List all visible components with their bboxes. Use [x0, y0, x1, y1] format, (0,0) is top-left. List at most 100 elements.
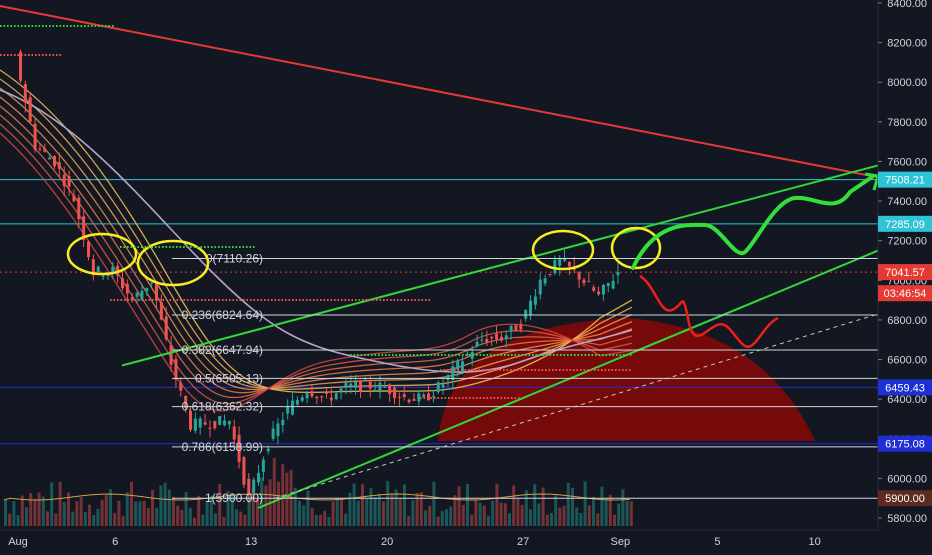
volume-bar: [314, 515, 318, 526]
candle-body: [48, 157, 52, 160]
price-tick-label: 6400.00: [887, 394, 927, 406]
fibonacci-retracement[interactable]: 0(7110.26) 0.236(6824.64) 0.382(6647.94) 0.…: [172, 251, 878, 505]
trendlines[interactable]: [0, 4, 879, 510]
candle-body: [490, 336, 494, 339]
candle-body: [533, 296, 537, 305]
volume-bar: [335, 497, 339, 526]
volume-bar: [583, 481, 587, 526]
dashed-support-line: [274, 313, 879, 499]
volume-bar: [382, 501, 385, 526]
candle-body: [456, 360, 460, 370]
price-label-box: [878, 435, 932, 452]
candle-body: [286, 406, 290, 414]
volume-bar: [579, 512, 583, 526]
fib-level-label: 0.236(6824.64): [182, 308, 263, 322]
ribbon-line: [0, 105, 633, 394]
volume-bar: [298, 500, 301, 526]
price-tick-label: 8400.00: [887, 0, 927, 10]
volume-bar: [176, 505, 180, 526]
volume-bar: [323, 510, 327, 526]
candle-body: [266, 448, 270, 452]
volume-bar: [352, 483, 356, 526]
bullish-projection-path: [631, 175, 874, 270]
volume-bar: [499, 502, 503, 526]
volume-bar: [209, 495, 213, 526]
candle-body: [402, 394, 406, 397]
candle-body: [582, 279, 586, 284]
candle-body: [373, 389, 377, 391]
time-tick-label: Sep: [611, 536, 631, 548]
candle-body: [247, 478, 251, 496]
volume-bar: [365, 499, 369, 526]
volume-bar: [92, 514, 96, 526]
candle-body: [597, 291, 601, 295]
candle-body: [397, 396, 401, 398]
candle-body: [179, 382, 183, 391]
volume-bar: [470, 514, 474, 526]
candlesticks: [19, 49, 620, 503]
candle-body: [257, 472, 261, 483]
time-axis[interactable]: [0, 530, 878, 550]
candle-body: [315, 396, 319, 399]
candle-body: [208, 427, 212, 429]
candle-body: [87, 241, 91, 258]
candle-body: [193, 418, 197, 431]
volume-bar: [222, 517, 226, 526]
volume-bar: [130, 481, 133, 526]
volume-bar: [54, 513, 58, 526]
volume-bar: [625, 500, 629, 526]
candle-body: [567, 261, 571, 267]
volume-bar: [453, 495, 457, 526]
volume-bar: [482, 505, 486, 526]
volume-bar: [151, 489, 154, 526]
time-tick-label: 6: [112, 536, 118, 548]
price-label-text: 7508.21: [885, 175, 925, 187]
time-tick-label: 10: [809, 536, 821, 548]
candle-body: [427, 393, 431, 401]
lower-channel-line: [257, 249, 879, 510]
volume-bar: [146, 507, 150, 526]
candle-body: [606, 282, 610, 287]
candle-body: [28, 97, 32, 122]
fib-level-label: 0(7110.26): [206, 251, 263, 265]
price-tick-label: 8000.00: [887, 77, 927, 89]
candle-body: [470, 352, 474, 359]
price-label-box: [878, 379, 932, 396]
candle-body: [475, 341, 479, 347]
volume-bar: [487, 515, 490, 526]
parabolic-arc: [438, 318, 815, 441]
volume-bar: [293, 487, 297, 526]
volume-bar: [432, 481, 436, 526]
candle-body: [436, 382, 440, 393]
price-label-box: [878, 264, 932, 281]
candle-body: [77, 197, 81, 219]
volume-bar: [125, 492, 129, 526]
candle-body: [276, 423, 280, 437]
candle-body: [325, 392, 329, 394]
volume-bar: [41, 496, 45, 526]
candle-body: [189, 410, 193, 430]
volume-bars: [3, 457, 633, 526]
highlight-circle: [136, 239, 210, 287]
candle-body: [82, 216, 86, 240]
candle-body: [57, 162, 61, 169]
candle-body: [23, 84, 27, 103]
candle-body: [237, 434, 241, 462]
candle-body: [305, 393, 309, 399]
candle-body: [291, 400, 295, 415]
volume-average-line: [3, 493, 631, 501]
volume-bar: [545, 514, 549, 526]
volume-bar: [251, 485, 255, 526]
volume-bar: [621, 489, 625, 526]
volume-bar: [117, 500, 121, 526]
volume-bar: [218, 483, 222, 526]
volume-bar: [331, 501, 335, 526]
price-label-text: 03:46:54: [884, 288, 927, 300]
volume-bar: [554, 495, 558, 526]
price-tick-label: 7400.00: [887, 196, 927, 208]
volume-bar: [558, 507, 562, 526]
upper-channel-line: [121, 164, 879, 367]
volume-bar: [113, 512, 117, 526]
candle-body: [62, 174, 66, 187]
